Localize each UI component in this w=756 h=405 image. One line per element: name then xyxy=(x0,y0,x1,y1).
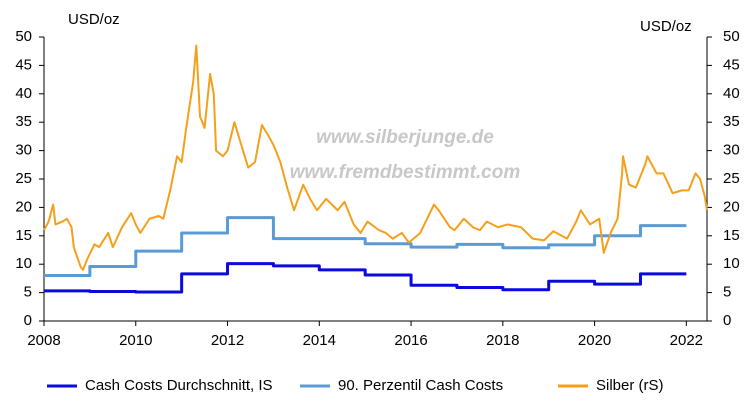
x-tick-label: 2014 xyxy=(303,332,336,349)
y-tick-label: 35 xyxy=(15,113,32,130)
y2-tick-label: 25 xyxy=(723,170,740,187)
y2-tick-label: 35 xyxy=(723,113,740,130)
series-line xyxy=(43,44,708,271)
x-tick-label: 2012 xyxy=(211,332,244,349)
x-tick-label: 2018 xyxy=(486,332,519,349)
y2-tick-label: 40 xyxy=(723,85,740,102)
y-tick-label: 45 xyxy=(15,56,32,73)
y2-tick-label: 10 xyxy=(723,255,740,272)
y2-tick-label: 50 xyxy=(723,28,740,45)
y-tick-label: 40 xyxy=(15,85,32,102)
y-tick-label: 20 xyxy=(15,198,32,215)
y-tick-label: 0 xyxy=(24,312,32,329)
y-tick-label: 5 xyxy=(24,284,32,301)
y2-tick-label: 45 xyxy=(723,56,740,73)
legend-label: Silber (rS) xyxy=(596,377,664,394)
x-tick-label: 2008 xyxy=(27,332,60,349)
legend-label: 90. Perzentil Cash Costs xyxy=(338,377,503,394)
y-tick-label: 10 xyxy=(15,255,32,272)
y-tick-label: 25 xyxy=(15,170,32,187)
y2-axis-label: USD/oz xyxy=(640,18,692,35)
y2-tick-label: 0 xyxy=(723,312,731,329)
x-tick-label: 2022 xyxy=(670,332,703,349)
x-tick-label: 2020 xyxy=(578,332,611,349)
legend-label: Cash Costs Durchschnitt, IS xyxy=(85,377,273,394)
watermark: www.fremdbestimmt.com xyxy=(290,162,521,183)
series-line xyxy=(44,216,687,278)
y-axis-label: USD/oz xyxy=(68,11,120,28)
x-tick-label: 2010 xyxy=(119,332,152,349)
series-line xyxy=(44,262,687,294)
watermark: www.silberjunge.de xyxy=(316,127,494,148)
y2-tick-label: 15 xyxy=(723,227,740,244)
y-tick-label: 30 xyxy=(15,142,32,159)
y2-tick-label: 30 xyxy=(723,142,740,159)
y2-tick-label: 5 xyxy=(723,284,731,301)
x-tick-label: 2016 xyxy=(394,332,427,349)
y-tick-label: 15 xyxy=(15,227,32,244)
y-tick-label: 50 xyxy=(15,28,32,45)
y2-tick-label: 20 xyxy=(723,198,740,215)
